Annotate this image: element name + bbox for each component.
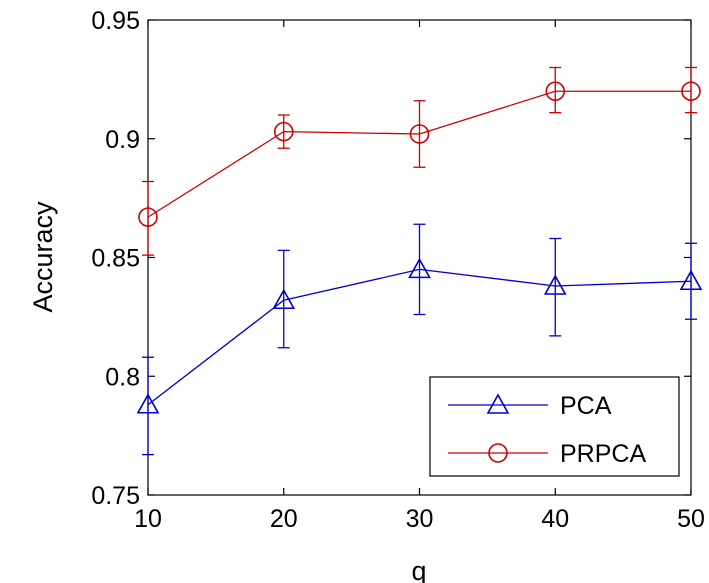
data-point-circle <box>273 121 294 142</box>
data-point-triangle <box>679 269 703 291</box>
x-tick-label: 40 <box>541 505 569 533</box>
y-tick-label: 0.75 <box>91 482 140 510</box>
y-axis: 0.75 0.8 0.85 0.9 0.95 <box>91 7 691 510</box>
x-tick-label: 10 <box>134 505 162 533</box>
y-tick-label: 0.95 <box>91 7 140 35</box>
legend-box <box>429 376 680 477</box>
data-point-triangle <box>543 274 567 295</box>
series-pca <box>136 223 703 456</box>
x-tick-label: 50 <box>677 505 705 533</box>
y-tick-label: 0.9 <box>105 126 140 154</box>
data-point-circle <box>409 124 430 144</box>
data-point-circle <box>138 207 158 227</box>
y-tick-label: 0.85 <box>91 245 140 273</box>
legend-marker-circle-icon <box>488 443 508 463</box>
x-tick-label: 30 <box>406 505 434 533</box>
y-tick-label: 0.8 <box>105 363 140 391</box>
legend: PCA PRPCA <box>429 376 680 477</box>
data-point-triangle <box>136 393 160 414</box>
data-point-circle <box>681 81 701 102</box>
legend-label-pca: PCA <box>560 392 612 420</box>
series-layer <box>136 66 703 456</box>
data-point-circle <box>545 81 566 102</box>
legend-marker-triangle-icon <box>486 393 510 414</box>
data-point-triangle <box>408 257 431 279</box>
x-tick-label: 20 <box>270 505 298 533</box>
legend-label-prpca: PRPCA <box>560 440 646 468</box>
data-point-triangle <box>272 288 296 310</box>
x-axis: 10 20 30 40 50 <box>134 20 705 533</box>
y-axis-title: Accuracy <box>28 201 58 313</box>
series-prpca <box>138 66 701 256</box>
x-axis-title: q <box>411 556 426 583</box>
